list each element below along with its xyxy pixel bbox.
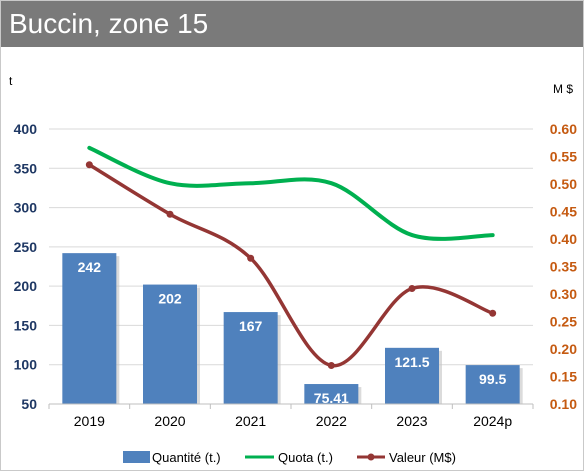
right-axis-unit: M $	[553, 82, 573, 96]
x-axis-tick-label: 2023	[396, 413, 427, 429]
left-axis-tick-label: 400	[14, 121, 38, 137]
x-axis-tick-label: 2020	[154, 413, 185, 429]
right-axis-tick-label: 0.25	[550, 314, 577, 330]
right-axis-tick-label: 0.60	[550, 121, 577, 137]
right-axis-tick-label: 0.45	[550, 204, 577, 220]
bar	[143, 284, 197, 404]
left-axis-tick-label: 250	[14, 239, 38, 255]
bar	[304, 384, 359, 404]
chart-title: Buccin, zone 15	[9, 8, 209, 39]
right-axis-tick-label: 0.35	[550, 259, 577, 275]
right-axis-tick-label: 0.55	[550, 149, 577, 165]
left-axis-tick-label: 100	[14, 357, 38, 373]
bar	[385, 347, 439, 404]
valeur-point	[85, 161, 93, 169]
legend-label-quantite: Quantité (t.)	[152, 450, 221, 465]
bar-data-label: 75.41	[314, 390, 349, 406]
left-axis-tick-label: 50	[21, 396, 37, 412]
bar-data-label: 242	[78, 259, 102, 275]
bar-data-label: 99.5	[479, 371, 506, 387]
valeur-point	[489, 309, 497, 317]
right-axis-tick-label: 0.20	[550, 341, 577, 357]
valeur-point	[247, 254, 255, 262]
legend-swatch-quantite	[123, 451, 150, 463]
x-axis-tick-label: 2019	[74, 413, 105, 429]
quota-line	[87, 145, 495, 241]
left-axis-tick-label: 200	[14, 278, 38, 294]
bar	[465, 365, 520, 404]
right-axis-tick-label: 0.30	[550, 286, 577, 302]
x-axis-tick-label: 2022	[316, 413, 347, 429]
valeur-point	[408, 285, 416, 292]
right-axis-tick-label: 0.50	[550, 176, 577, 192]
right-axis-tick-label: 0.15	[550, 369, 577, 385]
right-axis-tick-label: 0.10	[550, 396, 577, 412]
x-axis-tick-label: 2021	[235, 413, 266, 429]
x-axis-tick-label: 2024p	[473, 413, 512, 429]
valeur-point	[166, 210, 174, 218]
left-axis-unit: t	[9, 74, 13, 88]
valeur-point	[327, 362, 335, 369]
legend-marker-valeur	[367, 453, 375, 461]
bar	[223, 312, 278, 404]
left-axis-tick-label: 150	[14, 317, 38, 333]
left-axis-tick-label: 350	[14, 160, 38, 176]
bar-data-label: 202	[158, 291, 182, 307]
legend-label-quota: Quota (t.)	[278, 450, 333, 465]
left-axis-tick-label: 300	[14, 200, 38, 216]
bar	[62, 253, 117, 404]
bar-data-label: 121.5	[394, 354, 429, 370]
right-axis-tick-label: 0.40	[550, 231, 577, 247]
bar-data-label: 167	[239, 318, 263, 334]
title-bar: Buccin, zone 15	[1, 1, 583, 47]
legend-label-valeur: Valeur (M$)	[389, 450, 456, 465]
